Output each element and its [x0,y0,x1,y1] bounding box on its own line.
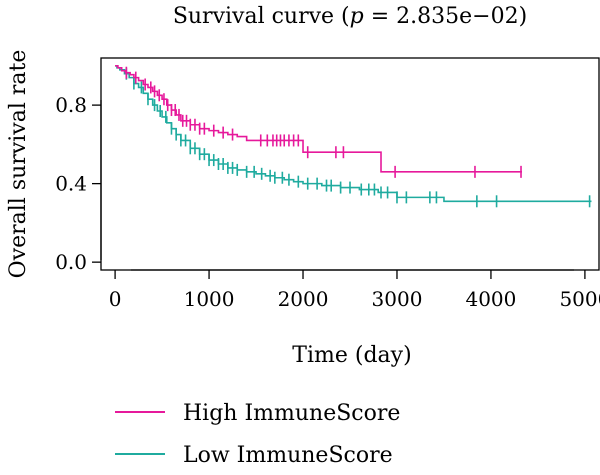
x-ticks: 0 1000 2000 3000 4000 5000 [109,270,600,311]
series-high [115,65,522,178]
x-tick-label: 3000 [372,287,423,311]
x-tick-label: 4000 [465,287,516,311]
survival-line-high [115,65,522,173]
y-ticks: 0.0 0.4 0.8 [55,93,101,274]
legend-label-low: Low ImmuneScore [183,443,393,468]
y-axis-label: Overall survival rate [6,50,31,279]
y-tick-label: 0.8 [55,93,87,117]
x-axis: 0 1000 2000 3000 4000 5000 Time (day) [109,269,600,368]
x-tick-label: 1000 [184,287,235,311]
x-tick-label: 0 [109,287,122,311]
series-layer [115,65,592,208]
y-tick-label: 0.4 [55,172,87,196]
legend-label-high: High ImmuneScore [183,401,400,426]
legend-entry-low: Low ImmuneScore [115,443,393,468]
chart-title: Survival curve (p = 2.835e−02) [173,4,527,29]
x-tick-label: 2000 [278,287,329,311]
legend: High ImmuneScore Low ImmuneScore [115,401,400,468]
plot-frame [100,57,600,271]
y-tick-label: 0.0 [55,250,87,274]
survival-line-low [115,65,592,203]
legend-entry-high: High ImmuneScore [115,401,400,426]
x-tick-label: 5000 [559,287,600,311]
y-axis: 0.0 0.4 0.8 Overall survival rate [6,50,102,279]
x-axis-label: Time (day) [292,343,411,368]
series-low [115,65,592,208]
